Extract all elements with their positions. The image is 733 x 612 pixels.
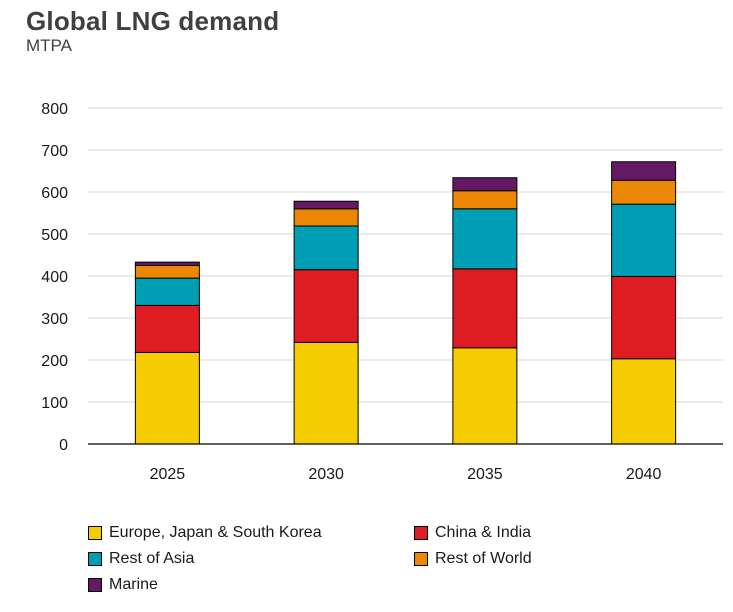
x-tick-label: 2030 <box>308 466 344 483</box>
legend-swatch <box>88 552 102 566</box>
bar-segment <box>611 275 677 360</box>
legend-label: Europe, Japan & South Korea <box>109 524 322 541</box>
bar-segment <box>134 277 200 306</box>
bar-segment <box>293 200 359 210</box>
bar-segment <box>452 190 518 210</box>
bar-segment <box>293 269 359 343</box>
y-tick-label: 200 <box>41 353 68 370</box>
chart-subtitle: MTPA <box>26 36 72 55</box>
bar-segment <box>452 208 518 270</box>
legend-label: Rest of World <box>435 550 532 567</box>
bar-segment <box>134 351 200 445</box>
bar-segment <box>611 161 677 181</box>
y-tick-label: 600 <box>41 185 68 202</box>
legend-swatch <box>88 526 102 540</box>
bar-segment <box>611 179 677 205</box>
chart-title: Global LNG demand <box>26 6 280 36</box>
bar-segment <box>452 177 518 192</box>
legend-swatch <box>414 552 428 566</box>
bar-segment <box>611 203 677 277</box>
legend-item-rest-of-asia: Rest of Asia <box>88 550 194 568</box>
legend-item-europe-japan-south-korea: Europe, Japan & South Korea <box>88 524 322 542</box>
y-tick-label: 500 <box>41 227 68 244</box>
x-tick-label: 2025 <box>150 466 186 483</box>
y-tick-label: 300 <box>41 311 68 328</box>
y-tick-label: 0 <box>59 437 68 454</box>
y-tick-label: 700 <box>41 143 68 160</box>
y-tick-label: 100 <box>41 395 68 412</box>
legend-label: Marine <box>109 576 158 593</box>
bar-segment <box>134 265 200 279</box>
bar-segment <box>293 225 359 271</box>
bar-segment <box>293 341 359 445</box>
bar-segment <box>611 358 677 445</box>
x-tick-label: 2040 <box>626 466 662 483</box>
legend-item-china-india: China & India <box>414 524 531 542</box>
bar-segment <box>452 347 518 445</box>
bar-segment <box>293 208 359 227</box>
y-tick-label: 800 <box>41 101 68 118</box>
bar-segment <box>452 268 518 349</box>
y-tick-label: 400 <box>41 269 68 286</box>
legend-item-marine: Marine <box>88 576 158 594</box>
legend-label: China & India <box>435 524 532 541</box>
legend-swatch <box>414 526 428 540</box>
legend-label: Rest of Asia <box>109 550 195 567</box>
x-tick-label: 2035 <box>467 466 503 483</box>
legend-item-rest-of-world: Rest of World <box>414 550 532 568</box>
stacked-bar-chart: 0 100 200 300 400 500 600 700 800 2025 2030 2035 204… <box>41 101 723 483</box>
bar-segment <box>134 304 200 353</box>
legend-swatch <box>88 578 102 592</box>
bar-segment <box>134 261 200 267</box>
